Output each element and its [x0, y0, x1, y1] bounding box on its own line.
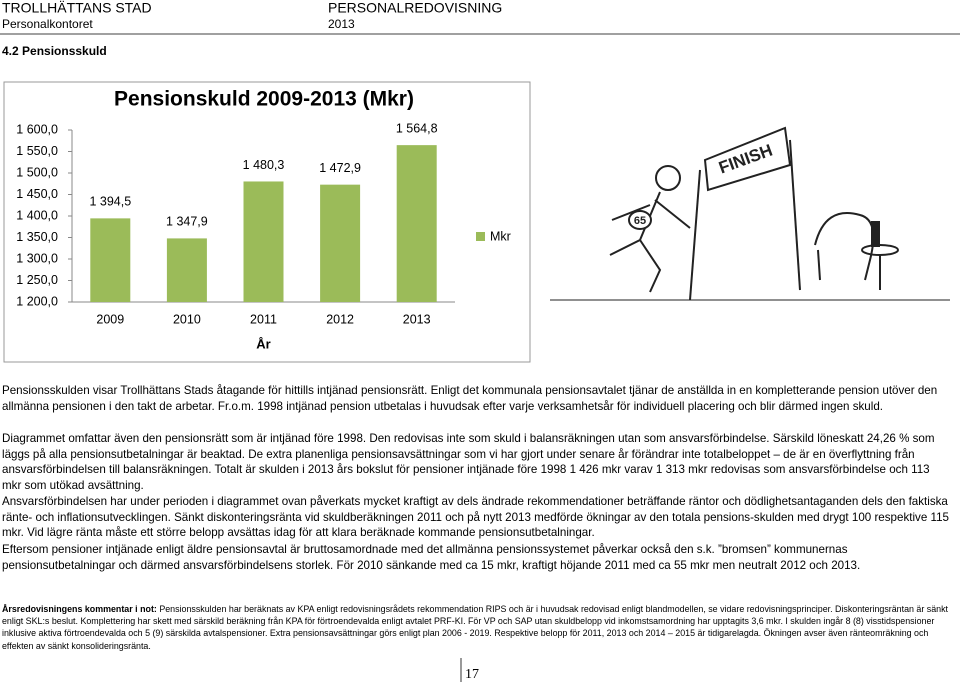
paragraph: Ansvarsförbindelsen har under perioden i…	[2, 495, 949, 540]
footnote: Årsredovisningens kommentar i not: Pensi…	[2, 603, 950, 652]
bar	[90, 218, 131, 302]
value-label: 1 564,8	[396, 121, 438, 135]
x-tick-label: 2009	[96, 312, 124, 326]
x-tick-label: 2011	[250, 312, 277, 326]
bib-text: 65	[634, 215, 646, 227]
paragraph: Pensionsskulden visar Trollhättans Stads…	[2, 384, 938, 413]
y-tick-label: 1 300,0	[16, 251, 58, 265]
page-number: 17	[465, 667, 479, 682]
bar	[320, 184, 361, 302]
bottle	[871, 221, 880, 247]
bar	[396, 145, 437, 302]
footnote-text: Pensionsskulden har beräknats av KPA enl…	[2, 604, 948, 651]
y-tick-label: 1 350,0	[16, 230, 58, 244]
bar	[166, 238, 207, 302]
runner-body	[609, 191, 691, 293]
finish-banner	[703, 126, 792, 192]
y-tick-label: 1 200,0	[16, 294, 58, 308]
header-year: 2013	[328, 17, 355, 31]
value-label: 1 472,9	[319, 161, 361, 175]
header-org: TROLLHÄTTANS STAD	[2, 0, 152, 16]
section-title: 4.2 Pensionsskuld	[2, 44, 107, 58]
legend-swatch	[476, 232, 485, 241]
bar	[243, 181, 284, 302]
finish-pole	[689, 169, 701, 301]
chart-title: Pensionskuld 2009-2013 (Mkr)	[114, 88, 414, 111]
y-tick-label: 1 450,0	[16, 187, 58, 201]
value-label: 1 347,9	[166, 215, 208, 229]
legend-label: Mkr	[490, 229, 511, 243]
y-tick-label: 1 500,0	[16, 165, 58, 179]
finish-pole	[789, 139, 801, 291]
runner-head	[655, 165, 681, 191]
x-axis-title: År	[256, 336, 270, 351]
illustration: FINISH 65	[550, 126, 950, 301]
paragraph: Diagrammet omfattar även den pensionsrät…	[2, 432, 935, 492]
runner-bib	[628, 210, 652, 230]
x-tick-label: 2010	[173, 312, 201, 326]
x-tick-label: 2013	[403, 312, 431, 326]
y-tick-label: 1 550,0	[16, 144, 58, 158]
value-label: 1 394,5	[89, 195, 131, 209]
x-tick-label: 2012	[326, 312, 354, 326]
y-tick-label: 1 400,0	[16, 208, 58, 222]
footnote-label: Årsredovisningens kommentar i not:	[2, 604, 157, 614]
chart: 1 200,0 1 250,0 1 300,0 1 350,0 1 400,0 1 450…	[16, 121, 511, 351]
value-label: 1 480,3	[243, 158, 285, 172]
y-tick-label: 1 250,0	[16, 273, 58, 287]
header-report: PERSONALREDOVISNING	[328, 0, 502, 16]
y-tick-label: 1 600,0	[16, 122, 58, 136]
paragraph: Eftersom pensioner intjänade enligt äldr…	[2, 543, 861, 572]
header-dept: Personalkontoret	[2, 17, 93, 31]
